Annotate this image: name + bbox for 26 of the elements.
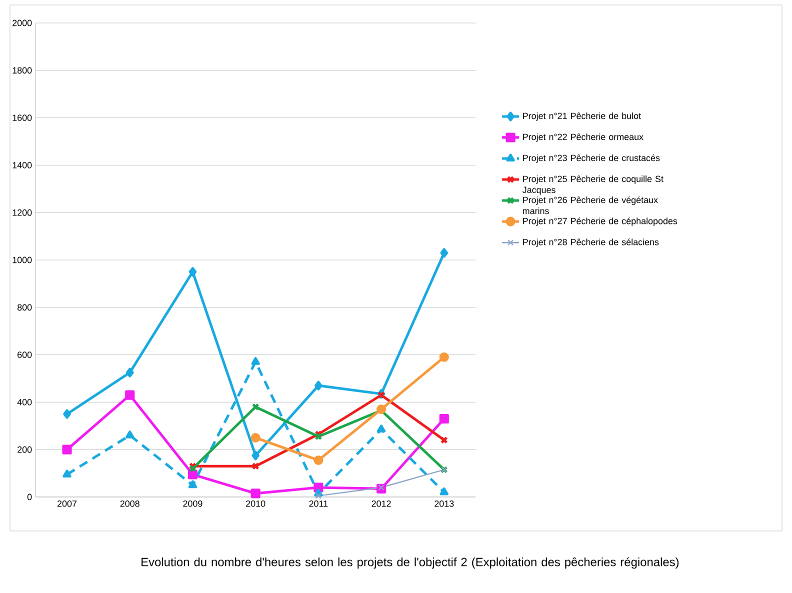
legend-label: Projet n°21 Pêcherie de bulot [523,112,641,121]
x-tick-label: 2010 [246,500,266,507]
x-tick-label: 2011 [309,500,328,507]
legend-label: Projet n°22 Pêcherie ormeaux [523,133,644,142]
x-tick-label: 2007 [57,500,77,507]
x-tick-label: 2008 [120,500,140,507]
legend-label: Projet n°26 Pêcherie de végétaux marins [522,196,658,214]
y-tick-label: 1600 [12,114,32,121]
text: Evolution du nombre d'heures selon les projets de l'objectif 2 (Exploitation des pêcheries régionales) [142,557,679,569]
y-tick-label: 1000 [12,256,32,264]
legend-label: Projet n°28 Pêcherie de sélaciens [523,238,659,248]
x-tick-label: 2013 [434,500,454,507]
y-tick-label: 200 [18,446,32,453]
legend-label: Projet n°25 Pêcherie de coquille St Jacques [522,175,664,195]
x-tick-label: 2009 [183,500,202,507]
y-tick-label: 800 [17,304,32,311]
y-tick-label: 1400 [12,162,32,168]
y-tick-label: 0 [27,494,32,500]
y-tick-label: 600 [18,352,32,358]
y-tick-label: 2000 [12,20,32,26]
x-tick-label: 2012 [372,500,391,507]
y-tick-label: 1200 [12,209,32,216]
y-tick-label: 1800 [12,67,32,74]
y-tick-label: 400 [17,399,32,406]
legend-label: Projet n°27 Pécherie de céphalopodes [523,217,678,226]
legend-label: Projet n°23 Pêcherie de crustacés [523,154,660,163]
